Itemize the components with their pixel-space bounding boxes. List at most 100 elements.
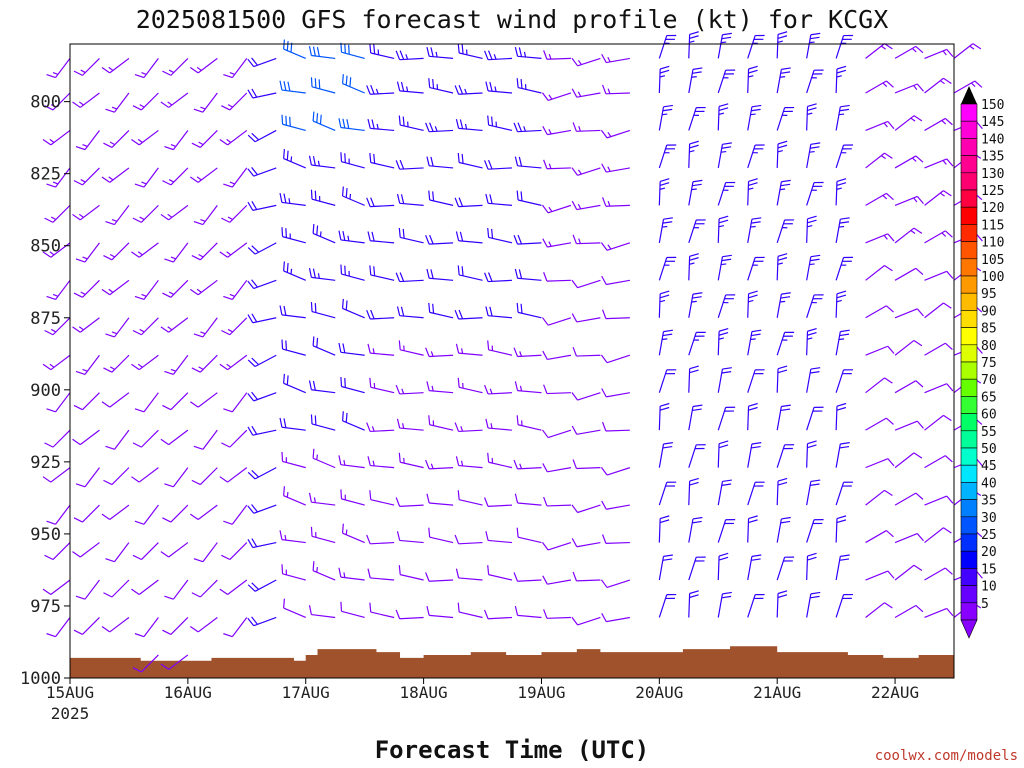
barb-feather (659, 406, 670, 411)
wind-barb (835, 178, 847, 206)
barb-feather (101, 66, 111, 74)
barb-feather (913, 227, 923, 234)
wind-barb (717, 479, 732, 506)
barb-feather (432, 191, 435, 201)
x-tick-label: 17AUG (282, 683, 330, 702)
barb-feather (164, 370, 174, 375)
barb-feather (692, 520, 702, 524)
x-axis: 15AUG 16AUG 17AUG 18AUG 19AUG 20AUG 21AUG 22AUG (46, 678, 919, 702)
colorbar-swatch (960, 292, 978, 311)
barb-shaft (894, 604, 917, 619)
barb-half-feather (434, 126, 438, 132)
wind-barb (601, 53, 630, 64)
barb-feather (541, 541, 549, 551)
barb-feather (312, 46, 316, 57)
barb-feather (840, 442, 850, 445)
barb-half-feather (689, 262, 695, 265)
barb-feather (101, 513, 111, 521)
barb-feather (659, 69, 670, 74)
wind-barb (281, 564, 306, 581)
wind-barb (281, 451, 306, 469)
wind-barb (105, 205, 130, 226)
barb-shaft (576, 354, 601, 357)
wind-barb (571, 167, 601, 176)
barb-shaft (894, 564, 915, 581)
barb-shaft (138, 467, 159, 483)
wind-barb (865, 489, 893, 506)
barb-feather (915, 380, 924, 388)
colorbar-swatch (960, 447, 978, 466)
barb-feather (247, 89, 254, 99)
x-tick-label: 19AUG (517, 683, 565, 702)
barb-feather (487, 115, 490, 126)
barb-half-feather (809, 263, 815, 266)
wind-barb (221, 317, 248, 336)
barb-feather (162, 629, 172, 635)
barb-feather (285, 340, 288, 351)
barb-feather (223, 183, 233, 188)
barb-feather (485, 193, 489, 204)
barb-shaft (894, 420, 918, 431)
barb-feather (373, 153, 376, 164)
barb-feather (810, 591, 821, 595)
colorbar-label: 20 (981, 545, 997, 560)
barb-feather (191, 255, 201, 261)
barb-feather (946, 495, 954, 504)
barb-shaft (547, 467, 572, 473)
wind-barb (367, 568, 395, 581)
wind-barb (428, 415, 454, 431)
wind-barb (103, 579, 130, 598)
wind-barb (310, 414, 336, 431)
wind-barb (193, 542, 218, 563)
barb-shaft (197, 504, 218, 521)
barb-feather (514, 606, 519, 616)
barb-feather (46, 183, 56, 188)
colorbar-label: 80 (981, 339, 997, 354)
barb-feather (943, 527, 952, 534)
barb-shaft (577, 392, 601, 401)
wind-barb (717, 69, 736, 94)
barb-half-feather (748, 187, 754, 190)
barb-feather (131, 588, 140, 595)
barb-feather (542, 350, 548, 360)
barb-shaft (399, 539, 424, 544)
barb-feather (132, 667, 142, 673)
wind-barb (369, 490, 395, 506)
barb-feather (836, 519, 847, 524)
wind-barb (340, 376, 365, 394)
barb-half-feather (52, 181, 59, 185)
wind-barb (164, 579, 189, 600)
wind-barb (835, 217, 850, 243)
barb-feather (571, 616, 579, 626)
wind-barb (190, 167, 218, 183)
barb-feather (461, 153, 464, 164)
barb-shaft (114, 429, 130, 450)
barb-shaft (111, 467, 130, 486)
barb-half-feather (141, 293, 147, 297)
barb-feather (134, 633, 145, 638)
wind-barb (924, 77, 952, 94)
barb-feather (516, 78, 519, 88)
barb-feather (251, 166, 258, 176)
barb-feather (692, 67, 703, 70)
barb-shaft (141, 317, 159, 336)
x-tick-label: 21AUG (753, 683, 801, 702)
barb-feather (251, 504, 258, 513)
wind-barb (279, 193, 306, 206)
wind-barb (75, 467, 100, 488)
wind-barb (247, 166, 277, 177)
barb-feather (520, 303, 523, 314)
wind-barb (571, 504, 601, 514)
barb-shaft (606, 504, 630, 510)
wind-barb (806, 294, 824, 318)
barb-half-feather (464, 123, 468, 130)
wind-barb (73, 279, 100, 298)
barb-feather (398, 115, 401, 126)
barb-shaft (429, 311, 454, 319)
barb-half-feather (198, 253, 204, 258)
wind-barb (747, 256, 765, 281)
barb-shaft (202, 542, 218, 563)
wind-barb (219, 129, 248, 146)
wind-barb (396, 81, 424, 94)
